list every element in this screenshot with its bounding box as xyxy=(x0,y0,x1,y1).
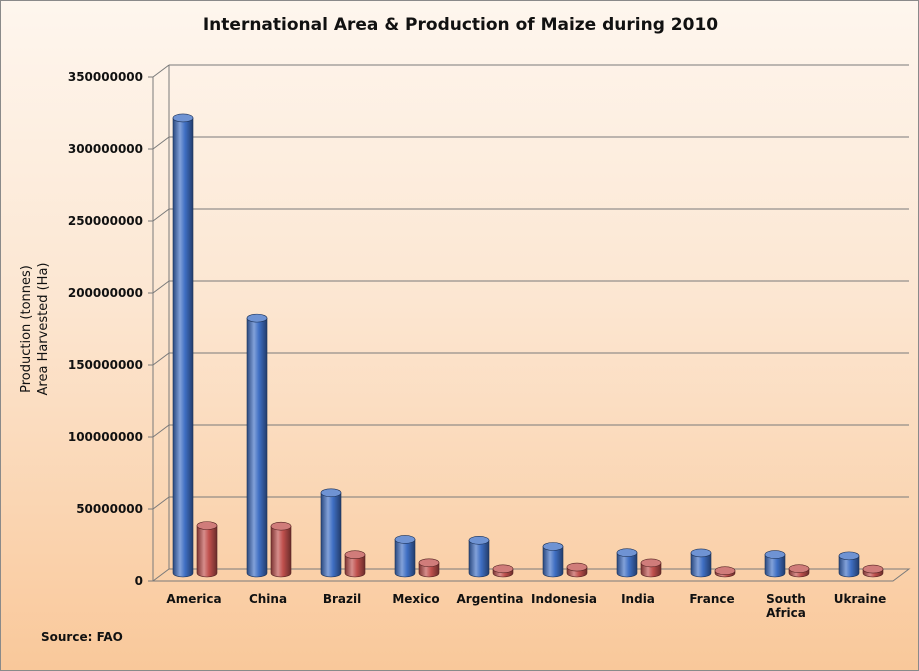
x-tick-label: Mexico xyxy=(392,592,439,606)
bar-top xyxy=(838,551,860,561)
bar-top xyxy=(542,542,564,551)
y-tick-label: 350000000 xyxy=(68,70,143,84)
y-axis: 0 50000000 100000000 150000000 200000000 2500… xyxy=(68,70,143,588)
gridline-depth xyxy=(152,496,170,510)
bar xyxy=(764,550,786,578)
bar xyxy=(246,313,268,578)
bar-body xyxy=(246,317,268,578)
bar-top xyxy=(394,535,416,544)
gridline-depth xyxy=(152,352,170,366)
source-note: Source: FAO xyxy=(41,630,123,644)
x-tick-label: America xyxy=(166,592,221,606)
bar-top xyxy=(468,536,490,545)
bar xyxy=(838,551,860,578)
bar xyxy=(394,535,416,578)
bar xyxy=(862,564,884,578)
gridline-depth xyxy=(152,64,170,78)
bar-body xyxy=(764,554,786,578)
gridline-depth xyxy=(152,208,170,222)
bar xyxy=(196,521,218,578)
bar-top xyxy=(320,488,342,498)
bar-top xyxy=(172,113,194,123)
gridline-depth xyxy=(152,424,170,438)
bar-body xyxy=(196,525,218,578)
y-tick-label: 150000000 xyxy=(68,358,143,372)
bar-body xyxy=(344,554,366,578)
bar-body xyxy=(616,552,638,578)
bar xyxy=(566,562,588,578)
bar xyxy=(270,521,292,578)
bar-body xyxy=(542,546,564,578)
bar xyxy=(788,564,810,578)
bar-top xyxy=(492,564,514,574)
x-tick-label: South xyxy=(766,592,806,606)
bar xyxy=(172,113,194,578)
y-tick-label: 50000000 xyxy=(76,502,143,516)
bar-body xyxy=(838,555,860,578)
x-tick-label: Indonesia xyxy=(531,592,597,606)
bar-top xyxy=(196,521,218,530)
bar-top xyxy=(270,521,292,531)
bar xyxy=(320,488,342,578)
bar xyxy=(492,564,514,578)
bar xyxy=(344,550,366,578)
bar-body xyxy=(270,525,292,578)
y-tick-label: 0 xyxy=(135,574,143,588)
y-axis-title: Production (tonnes) xyxy=(19,265,34,393)
y-axis-title: Area Harvested (Ha) xyxy=(36,263,51,396)
bar xyxy=(714,566,736,578)
bar-top xyxy=(344,550,366,560)
bar-top xyxy=(566,562,588,572)
y-tick-label: 250000000 xyxy=(68,214,143,228)
bar-top xyxy=(764,550,786,559)
bar-top xyxy=(418,558,440,568)
bar-body xyxy=(394,539,416,578)
bar xyxy=(542,542,564,578)
x-tick-label: Brazil xyxy=(323,592,361,606)
x-tick-label: France xyxy=(689,592,734,606)
bar xyxy=(468,536,490,578)
gridline-depth xyxy=(152,280,170,294)
bar xyxy=(616,548,638,578)
bar xyxy=(418,558,440,578)
bar-body xyxy=(320,492,342,578)
x-tick-label: China xyxy=(249,592,287,606)
bar-body xyxy=(172,117,194,578)
y-tick-label: 100000000 xyxy=(68,430,143,444)
chart-floor xyxy=(151,65,911,582)
x-tick-label: India xyxy=(621,592,655,606)
bar-top xyxy=(862,564,884,574)
chart-title: International Area & Production of Maize… xyxy=(202,15,719,35)
x-tick-label: Ukraine xyxy=(834,592,887,606)
bar-body xyxy=(468,540,490,578)
y-tick-label: 300000000 xyxy=(68,142,143,156)
gridline-depth xyxy=(152,136,170,150)
bar-top xyxy=(690,548,712,558)
x-tick-label: Africa xyxy=(766,606,806,620)
bar-top xyxy=(714,566,736,575)
x-tick-label: Argentina xyxy=(457,592,524,606)
bar-body xyxy=(690,552,712,578)
bar-top xyxy=(246,313,268,323)
bar xyxy=(690,548,712,578)
bar xyxy=(640,558,662,578)
y-tick-label: 200000000 xyxy=(68,286,143,300)
bar-top xyxy=(616,548,638,557)
bar-top xyxy=(788,564,810,573)
bar-top xyxy=(640,558,662,568)
